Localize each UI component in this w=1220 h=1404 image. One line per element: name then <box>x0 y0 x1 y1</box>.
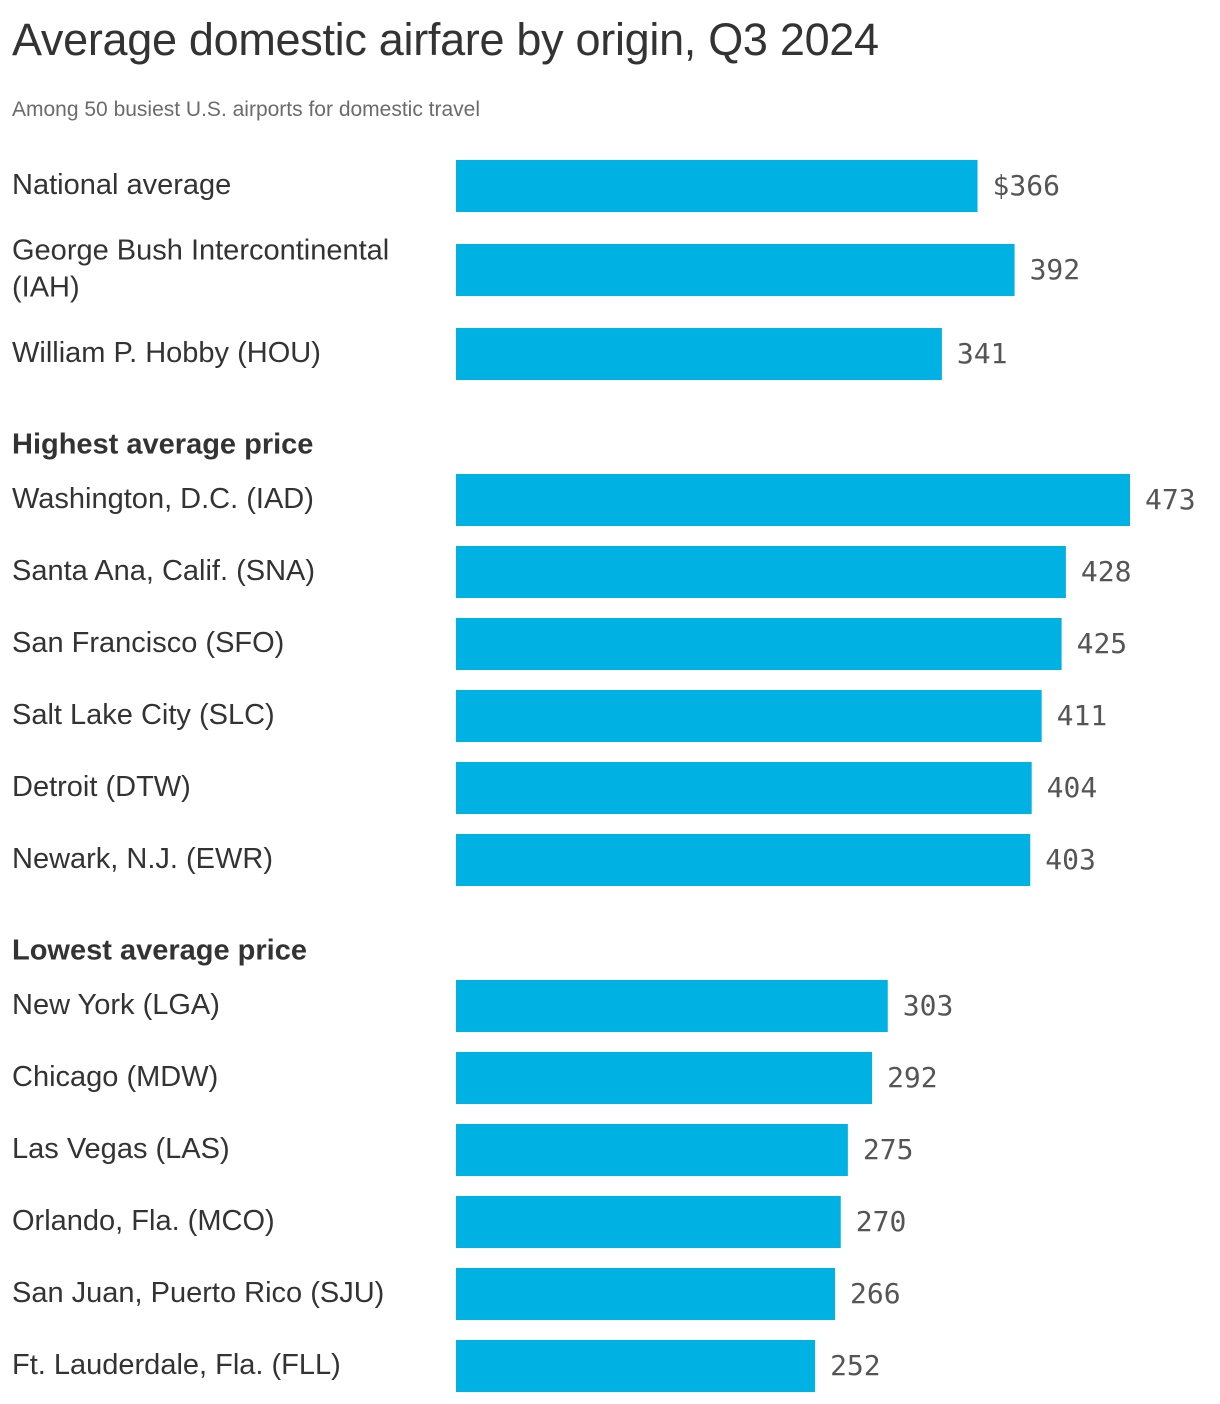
value-label: 403 <box>1045 843 1096 876</box>
group-heading: Lowest average price <box>12 935 307 967</box>
value-label: 275 <box>863 1133 914 1166</box>
value-label: 425 <box>1077 627 1128 660</box>
bar <box>456 244 1015 296</box>
category-label: William P. Hobby (HOU) <box>12 337 321 369</box>
category-label: National average <box>12 169 231 201</box>
value-label: 473 <box>1145 483 1196 516</box>
bar <box>456 1196 841 1248</box>
category-label: George Bush Intercontinental (IAH) <box>12 234 389 303</box>
category-label: Detroit (DTW) <box>12 771 191 803</box>
category-label: Ft. Lauderdale, Fla. (FLL) <box>12 1349 341 1381</box>
bar <box>456 1124 848 1176</box>
category-label: Newark, N.J. (EWR) <box>12 843 273 875</box>
value-label: 428 <box>1081 555 1132 588</box>
bar <box>456 1268 836 1320</box>
bar <box>456 328 942 380</box>
value-label: 266 <box>850 1277 901 1310</box>
category-label: New York (LGA) <box>12 989 220 1021</box>
value-label: 270 <box>856 1205 907 1238</box>
category-label: Las Vegas (LAS) <box>12 1133 230 1165</box>
value-label: 252 <box>830 1349 881 1382</box>
bar <box>456 474 1130 526</box>
chart-title: Average domestic airfare by origin, Q3 2… <box>12 14 879 65</box>
bar <box>456 980 888 1032</box>
value-label: 341 <box>957 337 1008 370</box>
category-label: Chicago (MDW) <box>12 1061 218 1093</box>
value-label: 292 <box>887 1061 938 1094</box>
group-heading: Highest average price <box>12 429 313 461</box>
chart-subtitle: Among 50 busiest U.S. airports for domes… <box>12 98 481 121</box>
bar <box>456 1052 873 1104</box>
bar <box>456 762 1032 814</box>
bar <box>456 618 1062 670</box>
value-label: 411 <box>1057 699 1108 732</box>
category-label: Santa Ana, Calif. (SNA) <box>12 555 315 587</box>
value-label: 303 <box>903 989 954 1022</box>
category-label: Orlando, Fla. (MCO) <box>12 1205 275 1237</box>
value-label: 392 <box>1030 253 1081 286</box>
bar <box>456 1340 816 1392</box>
value-label: $366 <box>993 169 1060 202</box>
category-label: San Juan, Puerto Rico (SJU) <box>12 1277 384 1309</box>
bar <box>456 834 1031 886</box>
bar <box>456 546 1066 598</box>
value-label: 404 <box>1047 771 1098 804</box>
category-label: Washington, D.C. (IAD) <box>12 483 314 515</box>
bar <box>456 690 1042 742</box>
category-label: San Francisco (SFO) <box>12 627 284 659</box>
bar <box>456 160 978 212</box>
category-label: Salt Lake City (SLC) <box>12 699 275 731</box>
